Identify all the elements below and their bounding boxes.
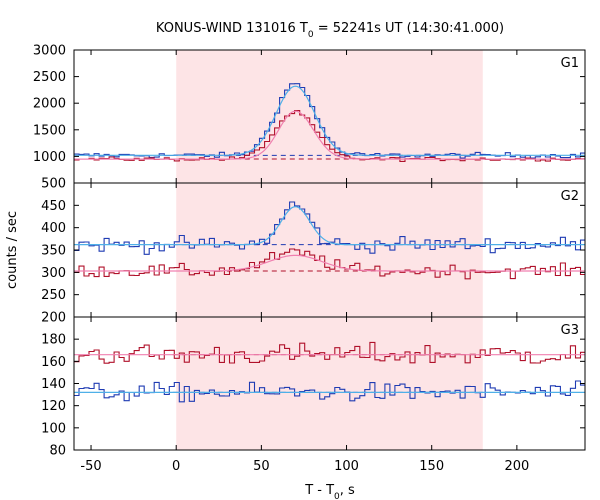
- series-g3-2: [74, 380, 585, 403]
- y-tick-label: 1000: [33, 150, 66, 165]
- x-tick-label: 100: [334, 459, 359, 474]
- y-tick-label: 120: [41, 399, 66, 414]
- panel-label: G2: [561, 189, 579, 204]
- x-tick-label: 150: [419, 459, 444, 474]
- series-g2-1: [74, 206, 585, 246]
- y-tick-label: 2000: [33, 97, 66, 112]
- series-g1-3: [74, 110, 585, 160]
- panel-g3: 80 100 120 140 160 180 G3: [41, 316, 586, 459]
- x-tick-label: 50: [253, 459, 270, 474]
- y-tick-label: 450: [41, 199, 66, 214]
- x-tick-label: 200: [504, 459, 529, 474]
- panel-g1: 500 1000 1500 2000 2500 3000 G1: [33, 44, 586, 192]
- y-tick-label: 200: [41, 311, 66, 326]
- series-g1-1: [74, 85, 585, 156]
- series-g1-0: [74, 83, 585, 159]
- panel-label: G3: [561, 323, 579, 338]
- y-tick-label: 1500: [33, 123, 66, 138]
- y-tick-label: 500: [41, 177, 66, 192]
- y-tick-label: 300: [41, 266, 66, 281]
- series-g2-3: [74, 254, 585, 272]
- chart-title: KONUS-WIND 131016 T0 = 52241s UT (14:30:…: [156, 21, 504, 40]
- x-tick-label: 0: [172, 459, 180, 474]
- y-tick-label: 140: [41, 377, 66, 392]
- x-tick-label: -50: [80, 459, 101, 474]
- panels-group: 50010001500200025003000G1200250300350400…: [33, 44, 586, 474]
- y-tick-label: 2500: [33, 70, 66, 85]
- y-tick-label: 400: [41, 221, 66, 236]
- shaded-burst-interval: [176, 50, 483, 450]
- y-tick-label: 100: [41, 421, 66, 436]
- y-tick-label: 250: [41, 288, 66, 303]
- series-g2-2: [74, 248, 585, 280]
- y-axis-label: counts / sec: [5, 211, 20, 289]
- y-tick-label: 3000: [33, 44, 66, 59]
- x-axis-label: T - T0, s: [304, 483, 355, 500]
- panel-label: G1: [561, 56, 579, 71]
- y-tick-label: 160: [41, 355, 66, 370]
- y-tick-label: 80: [49, 444, 66, 459]
- y-tick-label: 350: [41, 244, 66, 259]
- y-tick-label: 180: [41, 333, 66, 348]
